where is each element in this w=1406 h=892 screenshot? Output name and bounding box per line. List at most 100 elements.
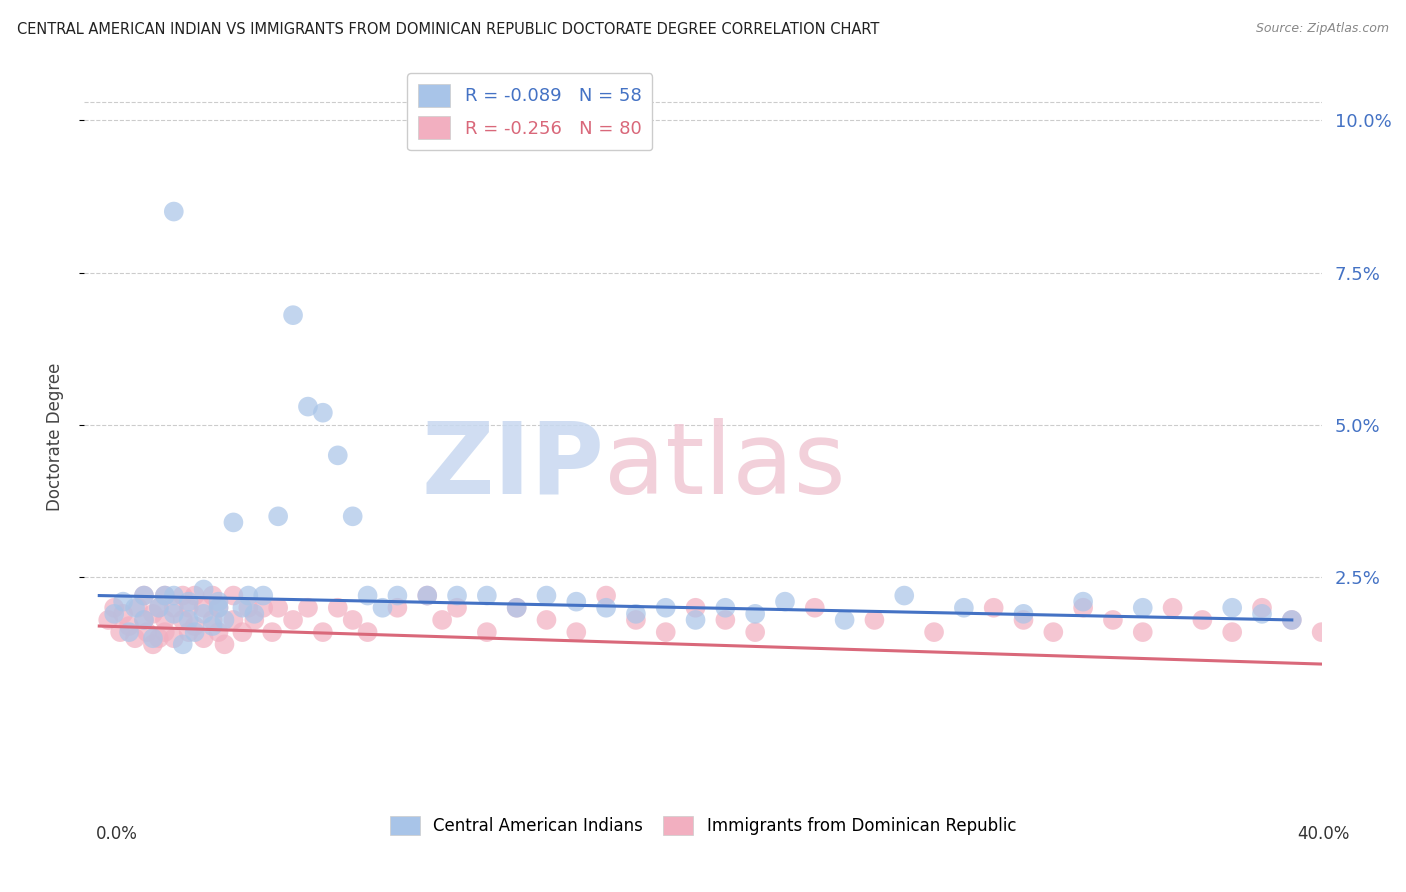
Point [163,632,186,646]
Point [297,400,319,414]
Point [243,607,266,621]
Point [863,613,886,627]
Point [112,607,135,621]
Legend: Central American Indians, Immigrants from Dominican Republic: Central American Indians, Immigrants fro… [384,809,1022,842]
Point [222,516,245,530]
Point [118,625,141,640]
Point [153,589,176,603]
Point [430,613,453,627]
Point [312,625,335,640]
Point [714,600,737,615]
Point [142,607,165,621]
Point [252,600,274,615]
Point [201,619,224,633]
Point [1281,613,1303,627]
Point [1042,625,1064,640]
Text: Source: ZipAtlas.com: Source: ZipAtlas.com [1256,22,1389,36]
Point [342,509,364,524]
Point [214,613,236,627]
Point [1251,607,1274,621]
Point [416,589,439,603]
Point [172,613,194,627]
Point [183,589,205,603]
Point [207,600,229,615]
Point [153,589,176,603]
Point [1012,613,1035,627]
Point [193,582,215,597]
Point [475,589,498,603]
Point [124,632,146,646]
Text: atlas: atlas [605,417,845,515]
Point [654,600,676,615]
Point [127,600,149,615]
Point [1369,613,1392,627]
Point [132,589,155,603]
Point [231,600,253,615]
Point [297,600,319,615]
Point [124,600,146,615]
Point [446,589,468,603]
Point [922,625,945,640]
Point [142,637,165,651]
Point [153,625,176,640]
Point [505,600,527,615]
Point [207,594,229,608]
Point [342,613,364,627]
Point [222,613,245,627]
Point [1132,600,1154,615]
Point [893,589,915,603]
Point [222,589,245,603]
Point [153,613,176,627]
Point [565,625,588,640]
Point [1340,600,1362,615]
Point [371,600,394,615]
Text: 0.0%: 0.0% [96,825,138,843]
Point [103,607,125,621]
Point [804,600,827,615]
Point [177,600,200,615]
Point [148,632,170,646]
Point [112,594,135,608]
Point [183,619,205,633]
Point [142,632,165,646]
Text: CENTRAL AMERICAN INDIAN VS IMMIGRANTS FROM DOMINICAN REPUBLIC DOCTORATE DEGREE C: CENTRAL AMERICAN INDIAN VS IMMIGRANTS FR… [17,22,879,37]
Point [136,625,159,640]
Point [243,613,266,627]
Point [1071,600,1094,615]
Point [624,613,647,627]
Point [654,625,676,640]
Point [172,637,194,651]
Point [163,589,186,603]
Point [252,589,274,603]
Point [148,600,170,615]
Point [1220,625,1243,640]
Point [108,625,131,640]
Point [177,594,200,608]
Point [281,613,304,627]
Point [214,637,236,651]
Point [953,600,976,615]
Point [281,308,304,322]
Point [595,589,617,603]
Point [207,600,229,615]
Point [834,613,856,627]
Point [177,625,200,640]
Point [446,600,468,615]
Point [356,589,378,603]
Point [118,619,141,633]
Point [1102,613,1125,627]
Point [536,589,558,603]
Point [685,600,707,615]
Point [714,613,737,627]
Point [387,589,409,603]
Point [231,625,253,640]
Point [193,600,215,615]
Point [97,613,120,627]
Point [475,625,498,640]
Point [1161,600,1184,615]
Point [1132,625,1154,640]
Point [163,607,186,621]
Point [163,204,186,219]
Y-axis label: Doctorate Degree: Doctorate Degree [45,363,63,511]
Point [1071,594,1094,608]
